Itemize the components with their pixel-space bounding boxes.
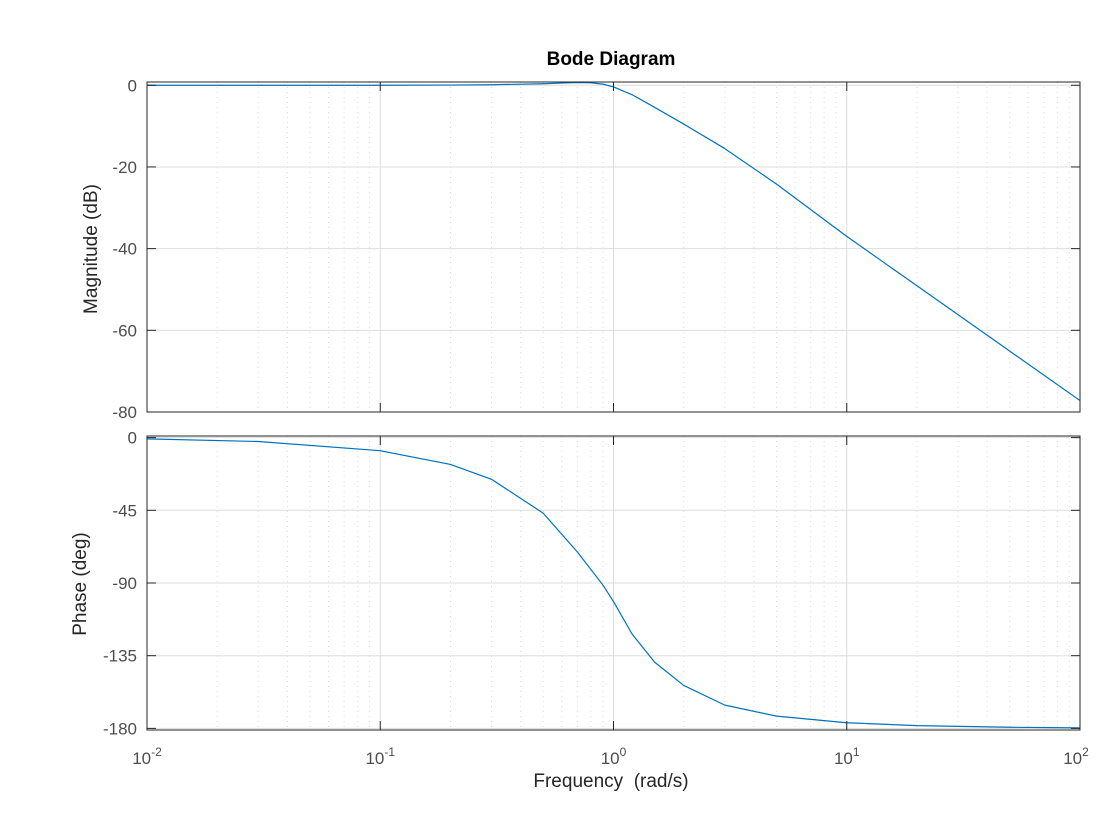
magnitude-ytick-label: 0 <box>128 76 137 95</box>
label-layer: Bode Diagram Frequency (rad/s) Magnitude… <box>70 49 1089 792</box>
phase-series-line <box>146 438 1081 729</box>
phase-ytick-label: -135 <box>103 647 137 666</box>
x-axis-label: Frequency (rad/s) <box>533 771 688 792</box>
magnitude-ytick-label: -40 <box>112 240 137 259</box>
grid-layer <box>147 82 1080 730</box>
magnitude-series-line <box>147 81 1081 402</box>
x-tick-label: 100 <box>601 745 627 768</box>
phase-ytick-label: 0 <box>128 429 137 448</box>
phase-ytick-label: -90 <box>112 574 137 593</box>
x-tick-label: 10-1 <box>365 745 395 768</box>
phase-axis-label: Phase (deg) <box>70 532 91 636</box>
frame-layer <box>146 81 1081 731</box>
data-layer <box>146 81 1081 729</box>
chart-title: Bode Diagram <box>547 49 676 70</box>
phase-ytick-label: -45 <box>112 501 137 520</box>
x-tick-label: 102 <box>1063 745 1089 768</box>
magnitude-ytick-label: -80 <box>112 403 137 422</box>
magnitude-ytick-label: -20 <box>112 158 137 177</box>
x-tick-label: 101 <box>834 745 860 768</box>
phase-ytick-label: -180 <box>103 719 137 738</box>
magnitude-axis-label: Magnitude (dB) <box>81 184 102 314</box>
magnitude-ytick-label: -60 <box>112 321 137 340</box>
x-tick-label: 10-2 <box>132 745 162 768</box>
